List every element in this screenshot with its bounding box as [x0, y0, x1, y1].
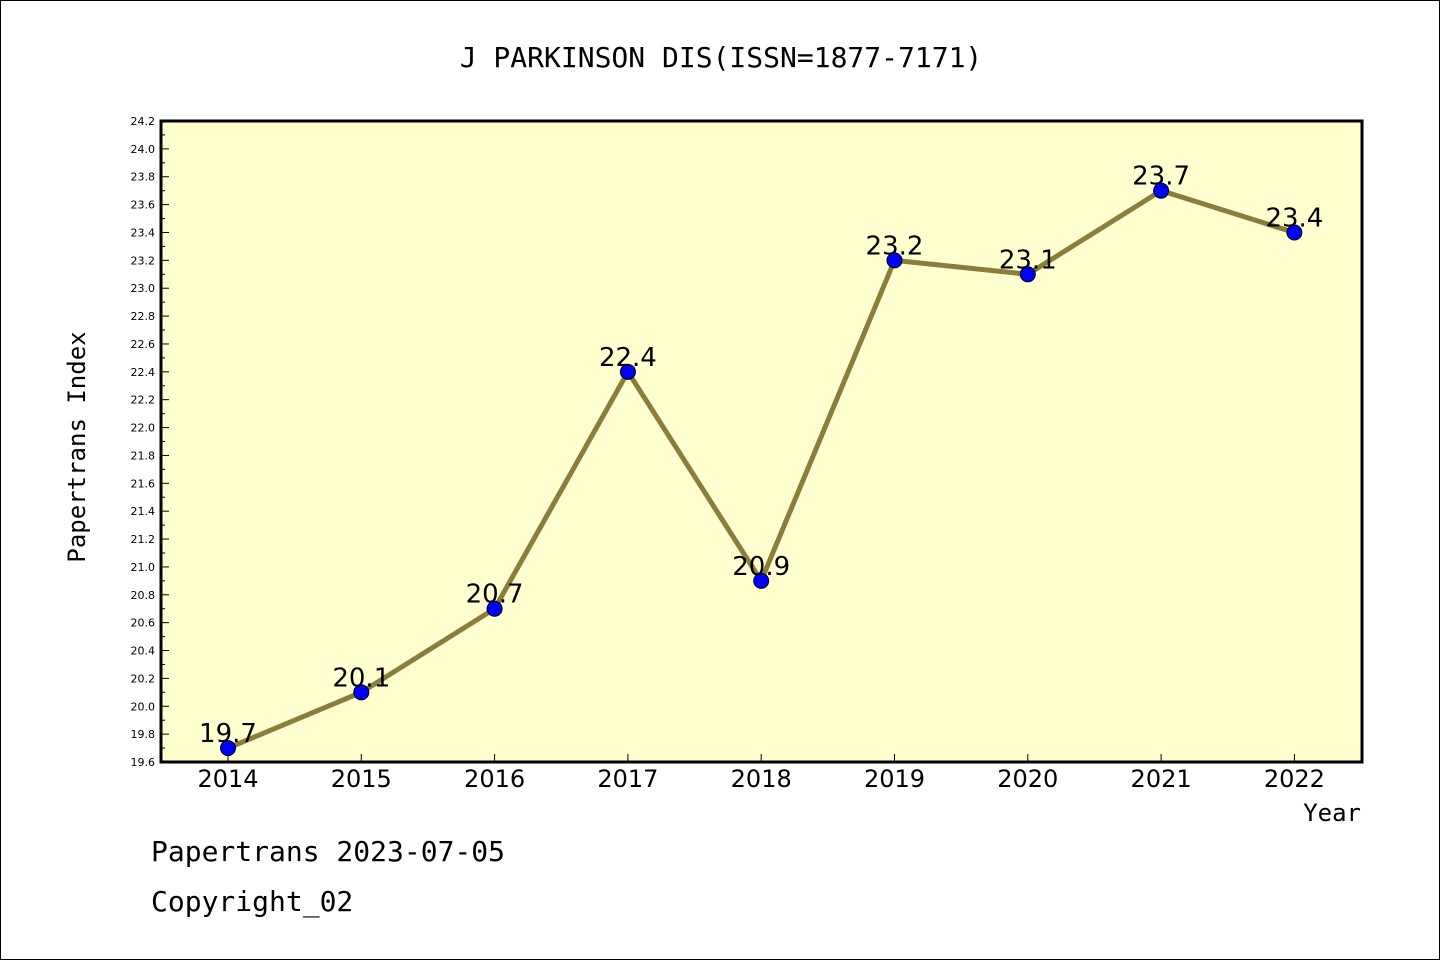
y-tick-label: 19.8 — [131, 728, 156, 741]
y-tick-label: 21.2 — [131, 533, 156, 546]
data-labels: 19.7 20.1 20.7 22.4 20.9 23.2 23.1 23.7 23.4 — [199, 162, 1323, 749]
y-tick-label: 23.0 — [131, 282, 156, 295]
series-markers — [220, 182, 1303, 757]
data-point — [1019, 266, 1036, 283]
data-point — [753, 572, 770, 589]
data-label: 20.1 — [332, 663, 390, 693]
y-tick-label: 24.0 — [131, 143, 156, 156]
x-tick-label: 2020 — [997, 765, 1058, 793]
data-label: 23.4 — [1265, 203, 1323, 233]
footer-date: Papertrans 2023-07-05 — [151, 835, 506, 868]
y-tick-label: 22.4 — [131, 366, 156, 379]
x-tick-label: 2022 — [1264, 765, 1325, 793]
data-point — [886, 252, 903, 269]
x-tick-label: 2018 — [731, 765, 792, 793]
y-tick-label: 23.6 — [131, 199, 156, 212]
y-axis: 19.6 19.8 20.0 20.2 20.4 20.6 20.8 21.0 21.2 21.4… — [131, 115, 169, 769]
data-label: 22.4 — [599, 343, 657, 373]
data-point — [619, 363, 636, 380]
plot-border — [159, 119, 1364, 764]
y-tick-label: 24.2 — [131, 115, 156, 128]
plot-area — [161, 121, 1362, 762]
y-tick-label: 21.0 — [131, 561, 156, 574]
y-tick-label: 19.6 — [131, 756, 156, 769]
data-label: 20.9 — [732, 552, 790, 582]
y-tick-label: 21.4 — [131, 505, 156, 518]
y-tick-label: 20.4 — [131, 645, 156, 658]
y-axis-label: Papertrans Index — [63, 331, 91, 562]
y-tick-label: 23.2 — [131, 254, 156, 267]
data-label: 20.7 — [466, 580, 524, 610]
x-tick-label: 2016 — [464, 765, 525, 793]
y-tick-label: 22.2 — [131, 394, 156, 407]
y-tick-label: 20.2 — [131, 672, 156, 685]
data-point — [353, 684, 370, 701]
y-tick-label: 21.8 — [131, 449, 156, 462]
data-point — [486, 600, 503, 617]
data-label: 23.7 — [1132, 162, 1190, 192]
y-tick-label: 20.8 — [131, 589, 156, 602]
x-tick-label: 2021 — [1131, 765, 1192, 793]
footer-copyright: Copyright_02 — [151, 885, 354, 918]
y-tick-label: 21.6 — [131, 477, 156, 490]
y-tick-label: 22.8 — [131, 310, 156, 323]
data-point — [220, 740, 236, 757]
data-point — [1153, 182, 1170, 199]
x-tick-label: 2015 — [331, 765, 392, 793]
data-label: 23.2 — [866, 231, 924, 261]
y-tick-label: 23.8 — [131, 171, 156, 184]
y-tick-label: 22.6 — [131, 338, 156, 351]
x-axis-label: Year — [1303, 799, 1361, 827]
x-tick-label: 2014 — [197, 765, 258, 793]
chart-title: J PARKINSON DIS(ISSN=1877-7171) — [460, 41, 983, 74]
y-tick-label: 20.0 — [131, 700, 156, 713]
y-tick-label: 22.0 — [131, 422, 156, 435]
y-tick-label: 20.6 — [131, 617, 156, 630]
x-axis: 2014 2015 2016 2017 2018 2019 2020 2021 2022 — [197, 754, 1325, 793]
data-label: 23.1 — [999, 245, 1057, 275]
x-tick-label: 2019 — [864, 765, 925, 793]
data-point — [1286, 224, 1303, 241]
data-label: 19.7 — [199, 719, 257, 749]
x-tick-label: 2017 — [597, 765, 658, 793]
y-tick-label: 23.4 — [131, 226, 156, 239]
